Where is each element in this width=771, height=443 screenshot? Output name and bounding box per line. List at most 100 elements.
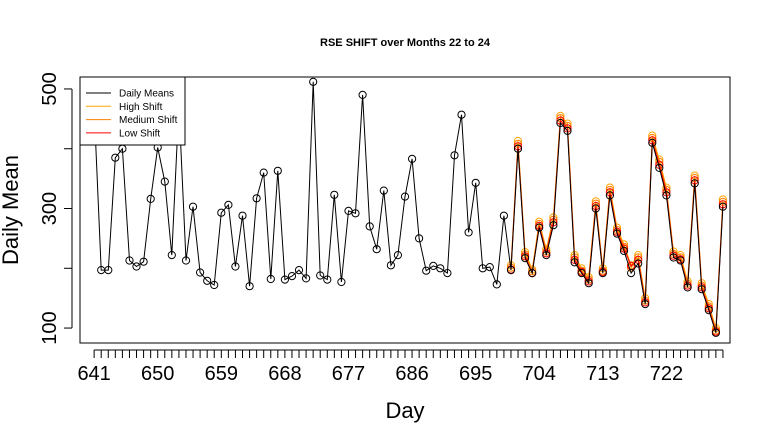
data-point <box>217 208 226 217</box>
data-point <box>485 263 494 272</box>
data-point <box>591 204 600 213</box>
series-layer <box>90 77 728 337</box>
data-point <box>231 262 240 271</box>
x-tick-label: 695 <box>459 363 492 385</box>
data-point <box>556 118 565 128</box>
data-point <box>393 251 402 260</box>
x-tick-label: 659 <box>205 363 238 385</box>
y-tick-label: 500 <box>39 72 61 105</box>
legend: Daily Means High Shift Medium Shift Low Shi… <box>79 76 186 146</box>
data-point <box>372 245 381 254</box>
data-point <box>344 206 353 215</box>
legend-label: Low Shift <box>119 128 160 139</box>
data-point <box>146 194 155 203</box>
data-point <box>302 274 311 283</box>
data-point <box>210 280 219 290</box>
data-point <box>499 211 508 220</box>
y-axis-label: Daily Mean <box>0 155 23 265</box>
legend-label: High Shift <box>119 102 163 113</box>
chart-title: RSE SHIFT over Months 22 to 24 <box>320 37 491 49</box>
legend-box <box>79 76 186 146</box>
data-point <box>513 144 523 153</box>
data-point <box>605 191 615 200</box>
data-point <box>181 256 191 265</box>
data-point <box>365 222 374 231</box>
legend-label: Daily Means <box>119 89 174 100</box>
data-point <box>563 126 572 135</box>
data-point <box>450 151 459 160</box>
data-point <box>697 285 706 294</box>
data-point <box>542 251 551 260</box>
data-point <box>323 275 332 284</box>
x-axis: 641 650 659 668 677 686 695 704 713 722 <box>77 349 724 385</box>
series-line <box>93 81 724 333</box>
data-point <box>535 223 544 232</box>
data-point <box>570 258 579 267</box>
data-point <box>224 200 233 209</box>
x-tick-label: 668 <box>268 363 301 385</box>
data-point <box>379 186 388 195</box>
x-tick-label: 677 <box>332 363 365 385</box>
data-point <box>132 262 141 271</box>
data-point <box>612 229 622 238</box>
data-point <box>676 256 685 265</box>
data-point <box>457 110 466 119</box>
data-point <box>464 228 473 237</box>
x-tick-label: 713 <box>586 363 619 385</box>
data-point <box>655 163 664 172</box>
data-point <box>634 259 643 268</box>
y-tick-label: 300 <box>39 192 61 225</box>
data-point <box>648 138 657 147</box>
data-point <box>273 166 282 175</box>
data-point <box>139 257 148 266</box>
data-point <box>259 168 268 177</box>
data-point <box>386 261 395 270</box>
data-point <box>408 154 417 163</box>
data-point <box>351 209 360 218</box>
x-axis-label: Day <box>385 398 424 423</box>
data-point <box>422 266 431 275</box>
data-point <box>471 178 480 187</box>
plot-frame <box>79 76 731 344</box>
data-point <box>711 328 721 337</box>
data-point <box>337 277 346 287</box>
data-point <box>718 202 728 211</box>
data-point <box>492 280 501 289</box>
data-point <box>266 274 275 284</box>
data-point <box>245 282 254 291</box>
data-point <box>619 246 629 255</box>
data-point <box>669 253 678 262</box>
data-point <box>358 90 367 100</box>
data-point <box>400 192 410 201</box>
data-point <box>415 234 424 243</box>
data-point <box>316 271 325 280</box>
x-tick-label: 704 <box>523 363 556 385</box>
y-axis: 100 300 500 <box>39 72 73 345</box>
data-point <box>196 268 205 277</box>
data-point <box>294 266 304 275</box>
data-point <box>238 211 247 220</box>
data-point <box>287 272 297 281</box>
data-point <box>443 269 452 278</box>
x-tick-label: 686 <box>395 363 428 385</box>
data-point <box>598 269 607 278</box>
data-point <box>252 194 261 203</box>
data-point <box>104 266 113 275</box>
data-point <box>577 269 586 278</box>
x-tick-label: 650 <box>141 363 174 385</box>
legend-label: Medium Shift <box>119 115 178 126</box>
x-tick-label: 641 <box>77 363 110 385</box>
y-tick-label: 100 <box>39 311 61 344</box>
data-point <box>167 251 176 260</box>
data-point <box>627 269 636 278</box>
data-point <box>160 177 169 186</box>
data-point <box>690 179 699 188</box>
data-point <box>584 279 593 288</box>
data-point <box>429 261 438 270</box>
series-daily-means <box>90 77 728 337</box>
data-point <box>704 306 713 315</box>
data-point <box>528 269 537 278</box>
data-point <box>662 191 671 200</box>
data-point <box>125 256 134 265</box>
